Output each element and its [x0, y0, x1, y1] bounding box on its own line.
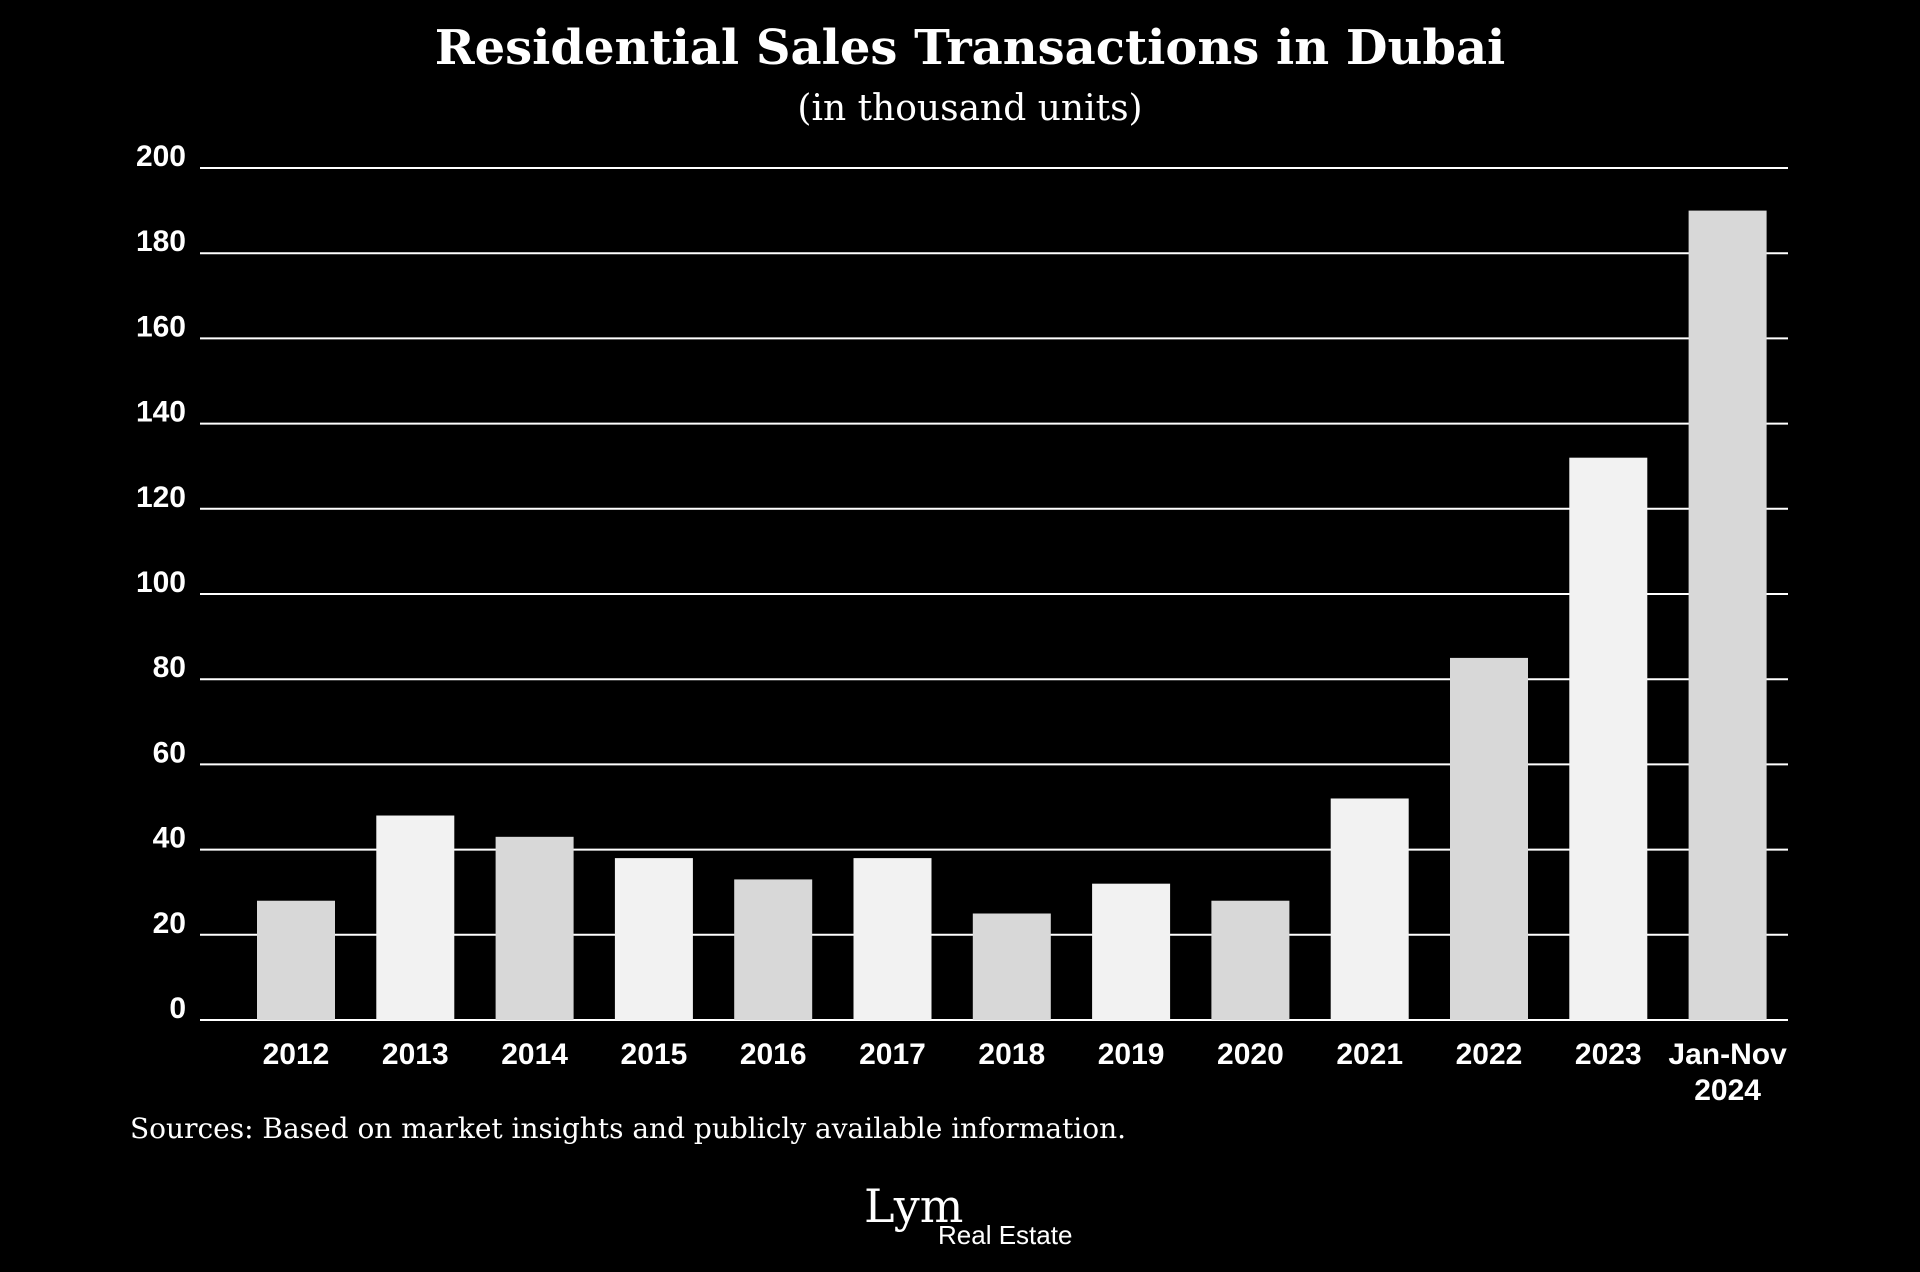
logo-subtitle: Real Estate — [938, 1220, 1072, 1250]
y-tick-label: 60 — [153, 736, 186, 769]
x-tick-label: 2023 — [1575, 1038, 1642, 1071]
x-tick-label: 2020 — [1217, 1038, 1284, 1071]
x-tick-label: 2022 — [1456, 1038, 1523, 1071]
y-tick-label: 160 — [136, 310, 186, 343]
y-tick-label: 0 — [169, 992, 186, 1025]
bar-2022 — [1450, 657, 1528, 1020]
x-tick-label: 2019 — [1098, 1038, 1165, 1071]
y-tick-label: 80 — [153, 651, 186, 684]
y-tick-label: 200 — [136, 140, 186, 173]
x-tick-label: 2017 — [859, 1038, 926, 1071]
bar-2014 — [495, 836, 574, 1020]
chart-title: Residential Sales Transactions in Dubai — [435, 20, 1506, 76]
y-axis-ticks: 0 20 40 60 80 100 120 140 160 180 200 — [136, 140, 186, 1025]
y-tick-label: 180 — [136, 225, 186, 258]
bar-jan-nov-2024 — [1688, 210, 1767, 1021]
bar-2020 — [1211, 900, 1290, 1020]
bars — [257, 210, 1767, 1021]
x-tick-label: 2021 — [1336, 1038, 1403, 1071]
chart-subtitle: (in thousand units) — [797, 88, 1142, 129]
bar-2017 — [853, 858, 932, 1020]
x-tick-label: 2016 — [740, 1038, 807, 1071]
bar-2016 — [734, 879, 813, 1020]
x-tick-label: 2018 — [978, 1038, 1045, 1071]
y-tick-label: 120 — [136, 481, 186, 514]
x-axis-ticks: 2012 2013 2014 2015 2016 2017 2018 2019 2020 2021… — [263, 1038, 1787, 1107]
y-tick-label: 140 — [136, 396, 186, 429]
x-tick-label: Jan-Nov 2024 — [1668, 1038, 1787, 1107]
bar-2021 — [1330, 798, 1409, 1020]
bar-2013 — [376, 815, 455, 1020]
bar-2015 — [614, 858, 693, 1020]
y-tick-label: 100 — [136, 566, 186, 599]
source-note: Sources: Based on market insights and pu… — [130, 1112, 1126, 1145]
bar-2012 — [257, 900, 335, 1020]
bar-2019 — [1092, 883, 1171, 1020]
x-tick-label: 2014 — [501, 1038, 568, 1071]
gridlines — [200, 167, 1788, 1021]
x-tick-label: 2012 — [263, 1038, 330, 1071]
x-tick-label: 2015 — [621, 1038, 688, 1071]
bar-2018 — [972, 913, 1051, 1020]
logo-mark: Lym — [864, 1179, 963, 1233]
logo: Lym Real Estate — [864, 1179, 1072, 1250]
bar-2023 — [1569, 457, 1648, 1020]
y-tick-label: 20 — [153, 907, 186, 940]
x-tick-label: 2013 — [382, 1038, 449, 1071]
y-tick-label: 40 — [153, 822, 186, 855]
